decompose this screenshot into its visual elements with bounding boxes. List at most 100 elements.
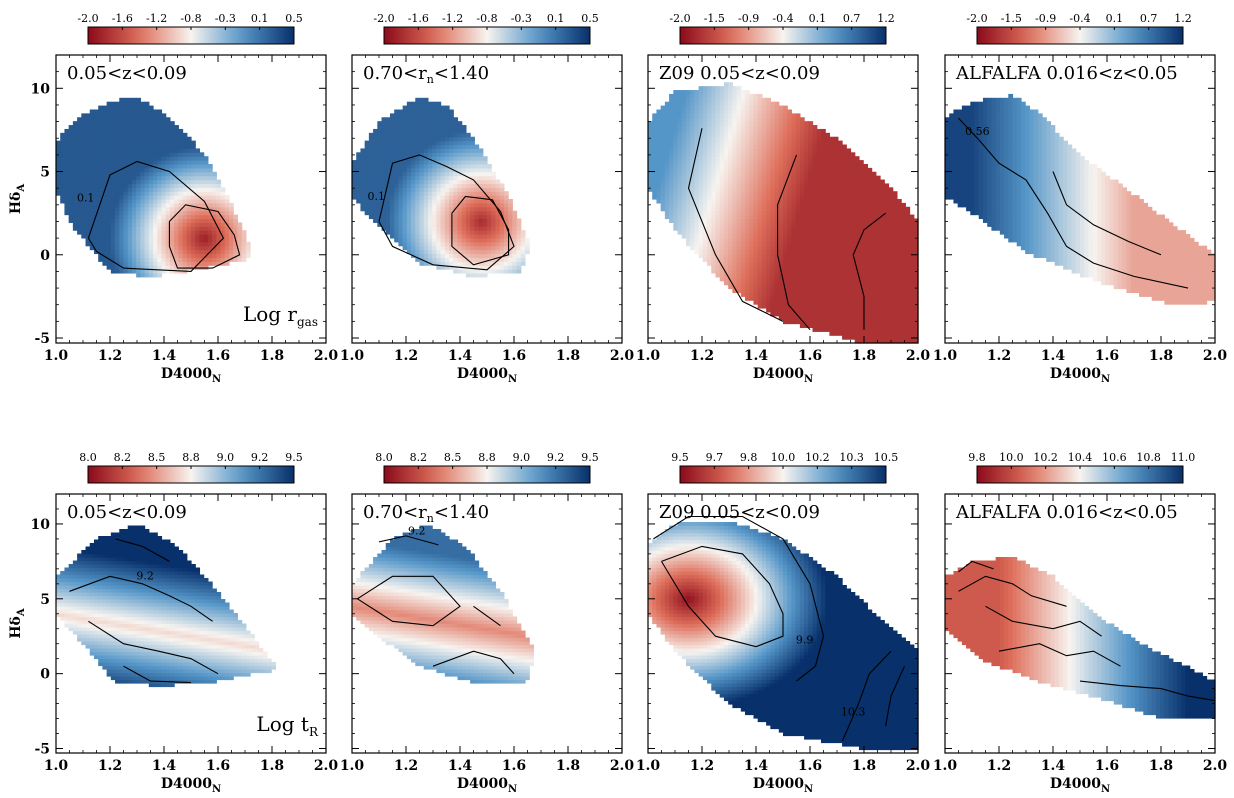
heatmap-cell [736,280,742,286]
heatmap-cell [237,245,243,251]
heatmap-cell [56,179,61,185]
heatmap-cell [93,144,99,149]
heatmap-cell [816,167,822,173]
heatmap-cell [444,105,450,111]
y-tick-label: 10 [31,81,51,97]
heatmap-cell [656,117,662,122]
heatmap-cell [136,226,141,231]
heatmap-cell [774,148,780,153]
heatmap-cell [195,230,201,235]
heatmap-cell [778,163,784,169]
heatmap-cell [524,237,530,243]
heatmap-cell [144,125,150,130]
heatmap-cell [499,191,505,196]
heatmap-cell [698,230,704,235]
heatmap-cell [119,237,125,243]
heatmap-cell [795,113,801,118]
heatmap-cell [406,191,412,196]
heatmap-cell [728,152,733,157]
heatmap-cell [795,136,801,142]
heatmap-cell [677,136,683,142]
heatmap-cell [474,249,480,255]
heatmap-cell [453,148,459,153]
heatmap-cell [808,234,814,239]
heatmap-cell [770,206,776,212]
heatmap-cell [115,175,120,181]
heatmap-cell [60,183,66,188]
heatmap-cell [495,257,501,262]
heatmap-cell [711,175,717,181]
heatmap-cell [182,132,188,138]
heatmap-cell [774,199,780,204]
heatmap-cell [770,199,776,204]
heatmap-cell [664,128,670,134]
heatmap-cell [736,272,742,278]
heatmap-cell [770,156,776,161]
heatmap-cell [453,156,459,161]
heatmap-cell [93,199,99,204]
heatmap-cell [449,179,454,185]
heatmap-cell [770,152,776,157]
heatmap-cell [808,311,814,317]
heatmap-cell [106,171,112,177]
heatmap-cell [503,237,509,243]
heatmap-cell [778,272,784,278]
heatmap-cell [732,105,738,111]
heatmap-cell [656,199,662,204]
heatmap-cell [503,202,509,208]
heatmap-cell [136,257,141,262]
heatmap-cell [812,245,818,251]
heatmap-cell [191,195,196,200]
heatmap-cell [757,222,763,227]
heatmap-cell [820,140,826,146]
heatmap-cell [406,171,412,177]
heatmap-cell [795,175,801,181]
heatmap-cell [685,105,691,111]
heatmap-cell [766,128,771,134]
heatmap-cell [444,257,450,262]
heatmap-cell [85,144,91,149]
heatmap-cell [711,214,717,220]
heatmap-cell [106,125,112,130]
heatmap-cell [474,160,480,165]
heatmap-cell [157,237,163,243]
heatmap-cell [728,265,733,270]
heatmap-cell [673,202,679,208]
heatmap-cell [165,199,171,204]
heatmap-cell [799,187,805,192]
heatmap-cell [508,226,513,231]
heatmap-cell [402,179,408,185]
heatmap-cell [461,257,467,262]
heatmap-cell [795,206,801,212]
heatmap-cell [690,93,696,99]
heatmap-cell [478,175,484,181]
heatmap-cell [685,117,691,122]
heatmap-cell [402,214,408,220]
heatmap-cell [677,214,683,220]
heatmap-cell [516,237,522,243]
heatmap-cell [787,272,793,278]
heatmap-cell [140,195,146,200]
heatmap-cell [808,304,814,309]
heatmap-cell [740,288,746,293]
heatmap-cell [677,206,683,212]
heatmap-cell [436,191,442,196]
heatmap-cell [169,156,175,161]
heatmap-cell [698,253,704,258]
heatmap-cell [174,249,179,255]
heatmap-cell [690,136,696,142]
heatmap-cell [419,179,425,185]
heatmap-cell [728,284,733,290]
heatmap-cell [690,125,696,130]
heatmap-cell [453,195,459,200]
heatmap-cell [148,218,154,223]
heatmap-cell [60,199,66,204]
heatmap-cell [165,183,171,188]
heatmap-cell [719,230,725,235]
heatmap-cell [677,222,683,227]
heatmap-cell [757,121,763,126]
heatmap-cell [398,125,404,130]
heatmap-cell [783,245,788,251]
heatmap-cell [415,199,421,204]
heatmap-cell [685,222,691,227]
